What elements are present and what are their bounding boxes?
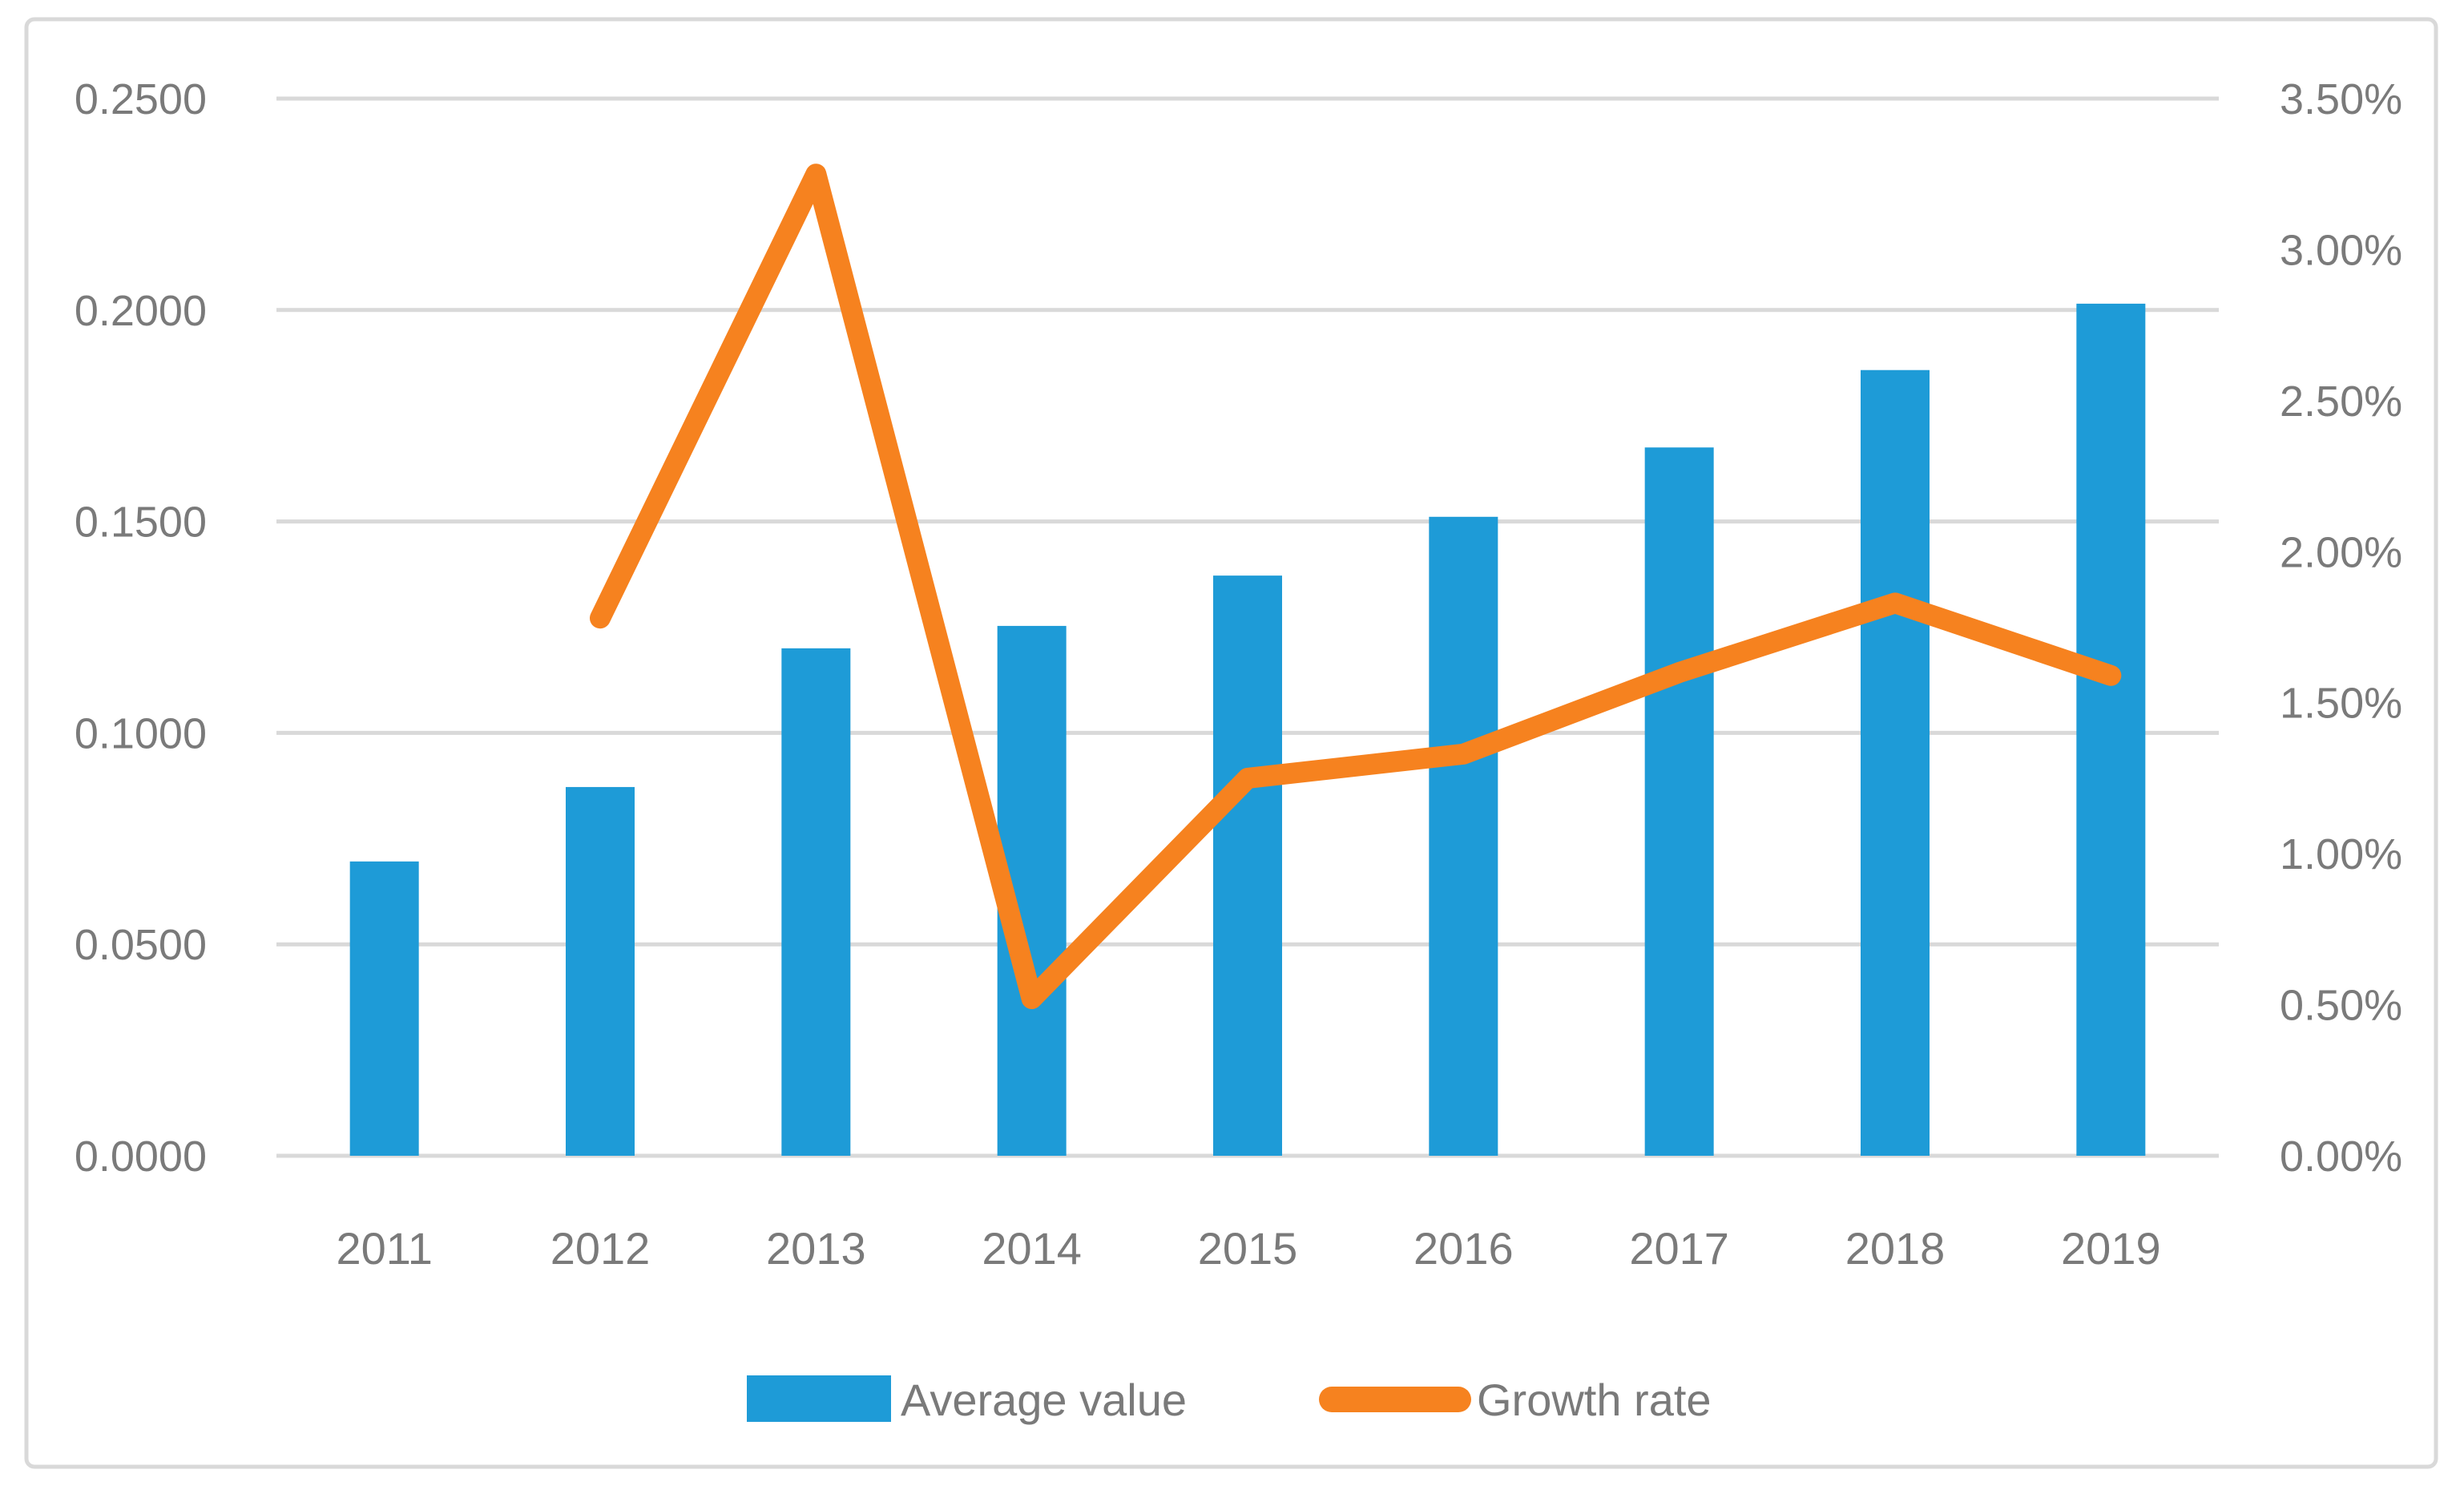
right-axis-tick-label: 3.00% bbox=[2280, 226, 2402, 274]
right-axis-tick-label: 3.50% bbox=[2280, 75, 2402, 123]
bar-2012 bbox=[566, 786, 635, 1156]
bar-2017 bbox=[1644, 447, 1714, 1156]
growth-rate-line bbox=[590, 164, 2122, 1010]
right-axis: 0.00% 0.50% 1.00% 1.50% 2.00% 2.50% 3.00% 3.50% bbox=[2280, 75, 2402, 1181]
right-axis-tick-label: 1.50% bbox=[2280, 680, 2402, 728]
x-axis: 2011 2012 2013 2014 2015 2016 2017 2018 2019 bbox=[336, 1223, 2160, 1274]
left-axis-tick-label: 0.2000 bbox=[75, 287, 207, 335]
bar-2018 bbox=[1861, 369, 1930, 1156]
bar-2016 bbox=[1429, 516, 1498, 1156]
bar-2019 bbox=[2076, 303, 2146, 1156]
right-axis-tick-label: 0.50% bbox=[2280, 982, 2402, 1030]
left-axis-tick-label: 0.0000 bbox=[75, 1133, 207, 1181]
legend-swatch-average-value bbox=[747, 1375, 891, 1422]
x-axis-label-2018: 2018 bbox=[1845, 1223, 1946, 1274]
x-axis-label-2019: 2019 bbox=[2061, 1223, 2161, 1274]
left-axis-tick-label: 0.1000 bbox=[75, 709, 207, 757]
x-axis-label-2017: 2017 bbox=[1629, 1223, 1729, 1274]
legend-label-average-value: Average value bbox=[901, 1375, 1187, 1425]
bar-series-average-value bbox=[349, 303, 2146, 1156]
bar-2011 bbox=[349, 861, 419, 1156]
right-axis-tick-label: 2.50% bbox=[2280, 378, 2402, 426]
x-axis-label-2012: 2012 bbox=[550, 1223, 651, 1274]
right-axis-tick-label: 2.00% bbox=[2280, 528, 2402, 576]
left-axis-tick-label: 0.1500 bbox=[75, 499, 207, 547]
bar-2013 bbox=[781, 648, 851, 1156]
x-axis-label-2011: 2011 bbox=[336, 1223, 432, 1274]
left-axis: 0.0000 0.0500 0.1000 0.1500 0.2000 0.2500 bbox=[75, 75, 207, 1181]
x-axis-label-2013: 2013 bbox=[766, 1223, 866, 1274]
left-axis-tick-label: 0.0500 bbox=[75, 921, 207, 969]
right-axis-tick-label: 1.00% bbox=[2280, 830, 2402, 878]
x-axis-label-2014: 2014 bbox=[982, 1223, 1082, 1274]
x-axis-label-2016: 2016 bbox=[1413, 1223, 1514, 1274]
right-axis-tick-label: 0.00% bbox=[2280, 1133, 2402, 1181]
legend-label-growth-rate: Growth rate bbox=[1477, 1375, 1712, 1425]
legend: Average value Growth rate bbox=[747, 1375, 1712, 1425]
left-axis-tick-label: 0.2500 bbox=[75, 75, 207, 123]
x-axis-label-2015: 2015 bbox=[1198, 1223, 1298, 1274]
chart-outer-border bbox=[24, 17, 2438, 1469]
bar-2015 bbox=[1213, 575, 1282, 1156]
